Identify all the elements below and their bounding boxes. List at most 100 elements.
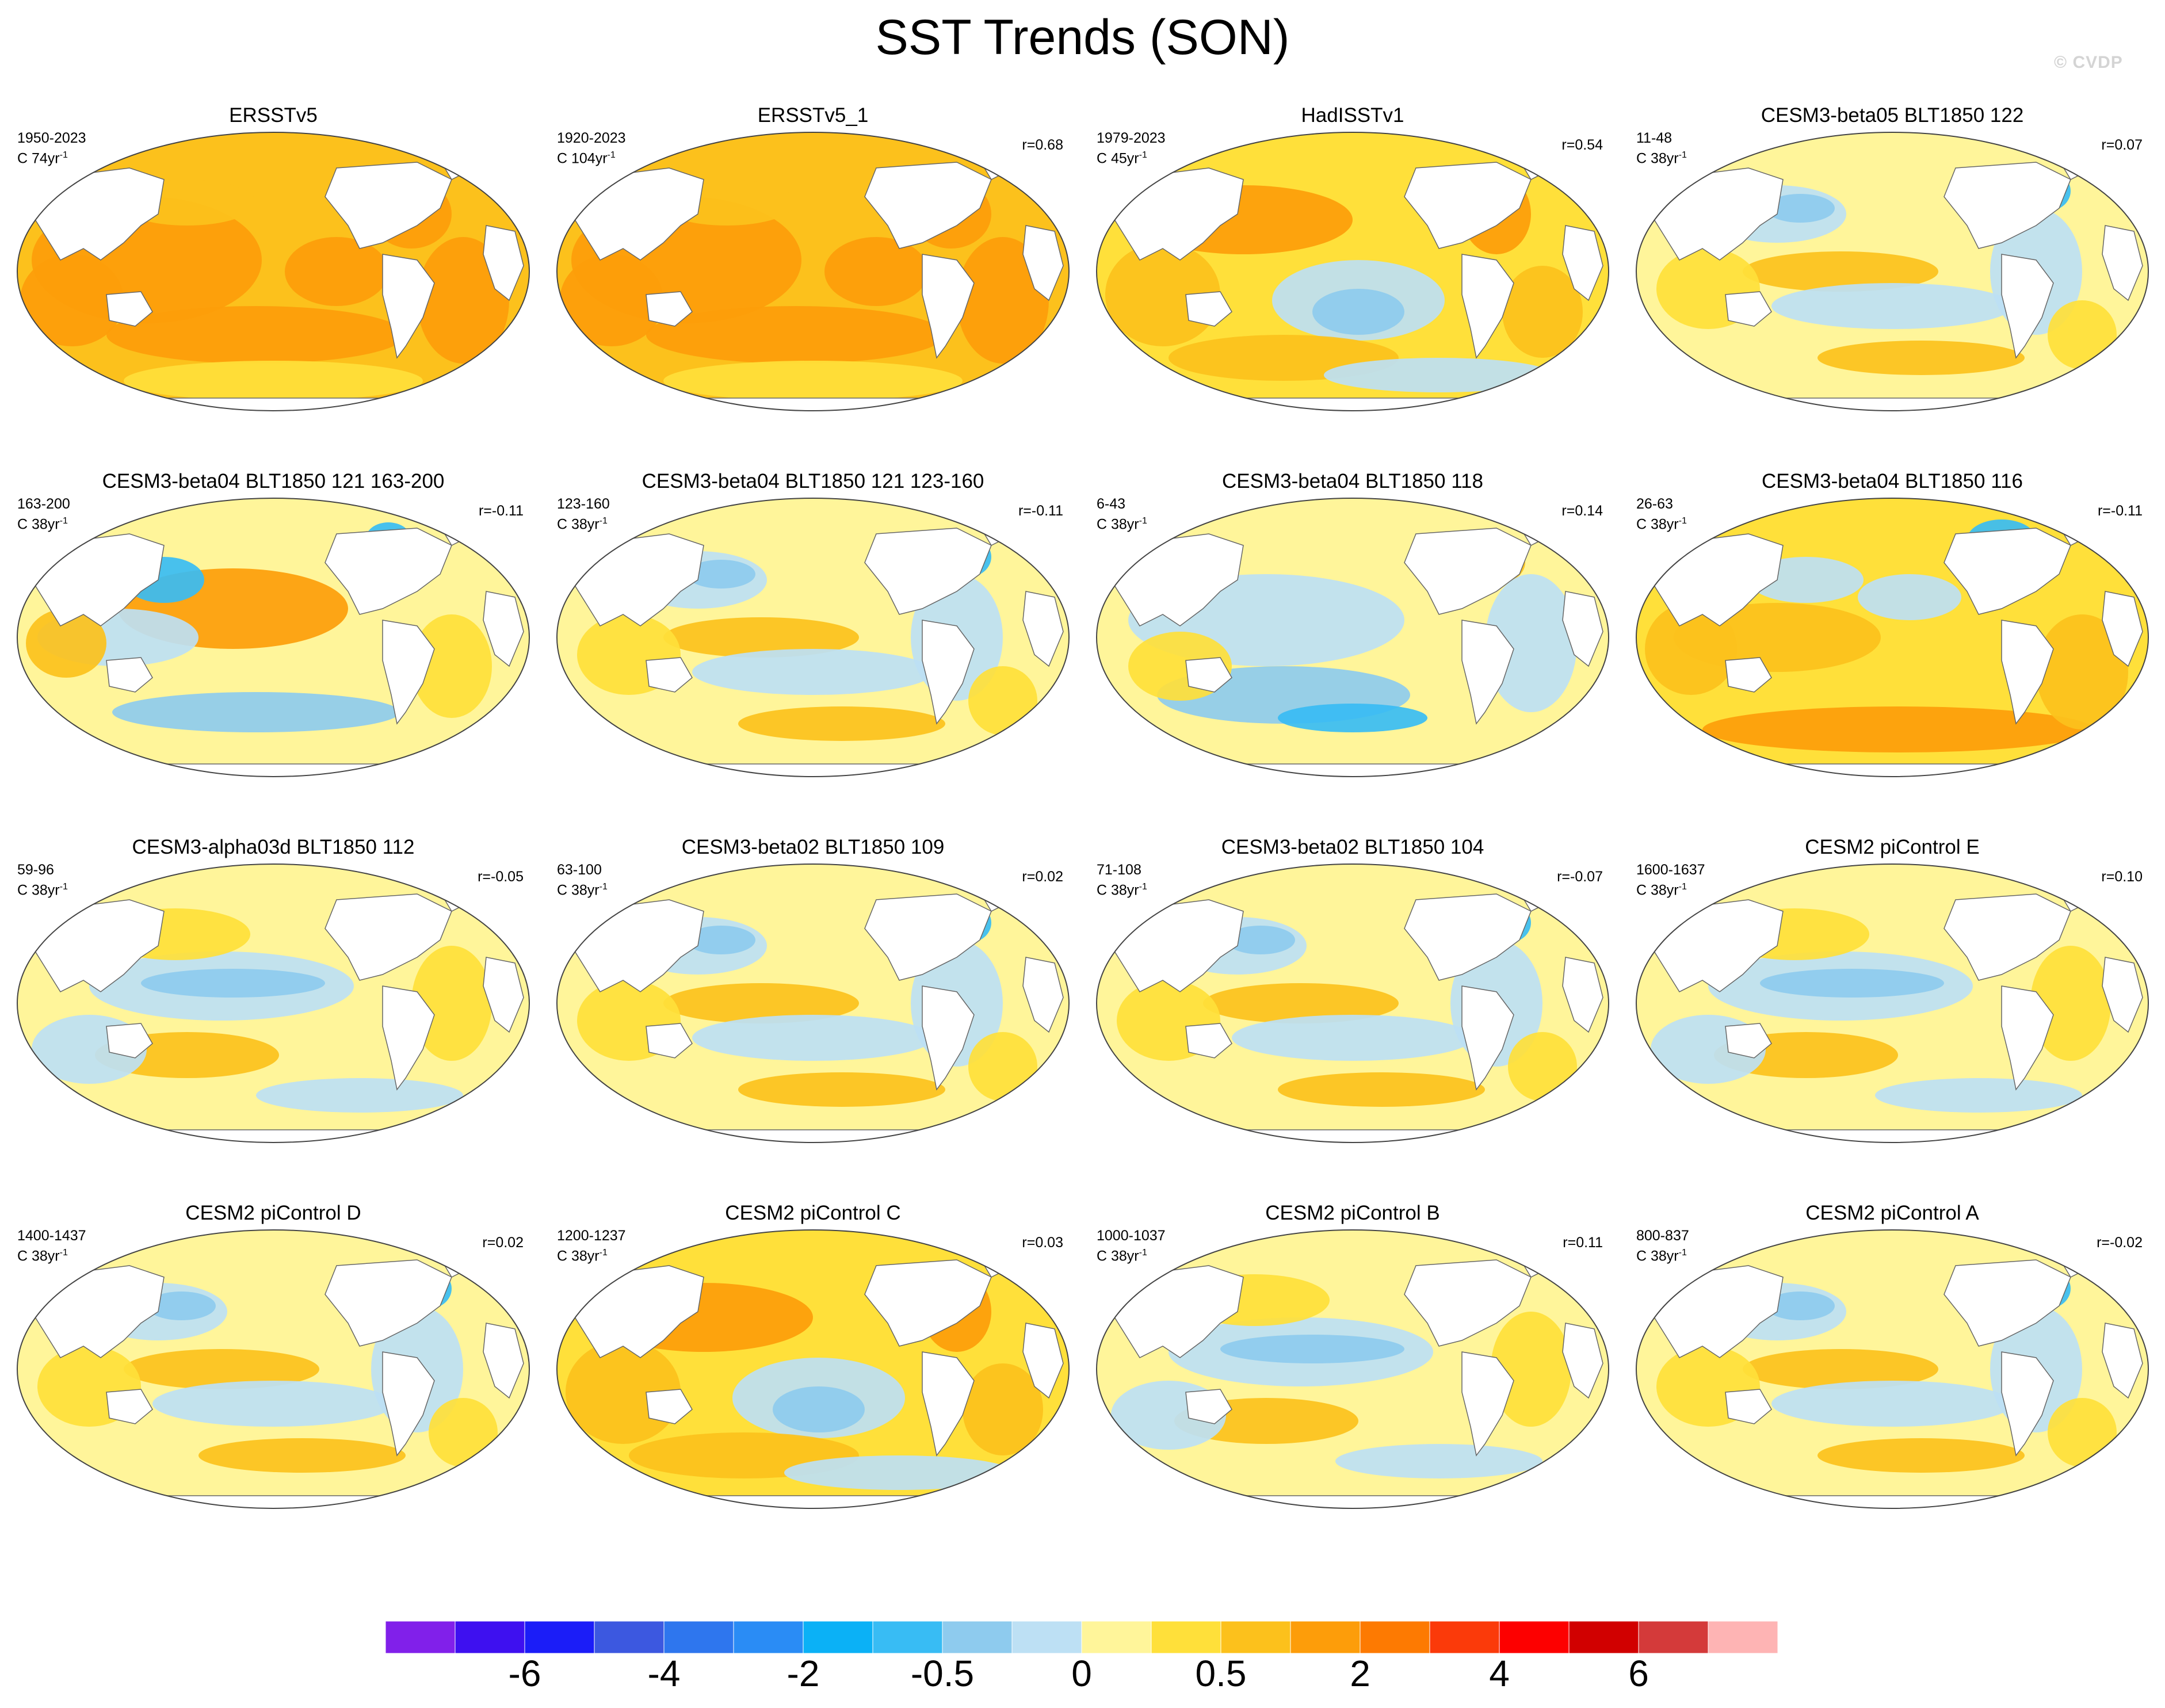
panel-year-range: 1400-1437 xyxy=(17,1228,86,1244)
trend-contour xyxy=(1743,251,1938,292)
south-america-landmass xyxy=(382,254,435,359)
panel-pattern-correlation: r=-0.11 xyxy=(478,503,524,519)
units-exponent: -1 xyxy=(599,882,608,892)
africa-landmass xyxy=(2102,957,2143,1033)
north-america-landmass xyxy=(864,893,992,981)
units-exponent: -1 xyxy=(59,882,68,892)
robinson-map xyxy=(556,863,1070,1143)
trend-contour xyxy=(2048,300,2117,369)
trend-contour xyxy=(124,1349,319,1389)
trend-contour xyxy=(1312,289,1404,335)
panel-title: CESM3-beta05 BLT1850 122 xyxy=(1761,104,2024,127)
trend-contour xyxy=(1645,603,1737,695)
africa-landmass xyxy=(2102,225,2143,301)
panel-year-range: 63-100 xyxy=(557,862,602,878)
panel-units: C 74yr-1 xyxy=(17,150,68,167)
trend-contour xyxy=(198,1438,406,1473)
units-exponent: -1 xyxy=(1139,882,1147,892)
australia-landmass xyxy=(1725,291,1772,327)
antarctica-landmass xyxy=(1097,1129,1609,1143)
trend-contour xyxy=(646,306,945,364)
africa-landmass xyxy=(1562,1323,1603,1399)
trend-contour xyxy=(968,666,1037,735)
north-america-landmass xyxy=(1404,893,1532,981)
map-panel: CESM3-beta04 BLT1850 118 6-43 C 38yr-1 r=0.… xyxy=(1085,469,1620,815)
north-america-landmass xyxy=(324,1259,452,1347)
units-exponent: -1 xyxy=(607,150,616,160)
trend-contour xyxy=(957,237,1049,364)
panel-units: C 38yr-1 xyxy=(1097,1248,1147,1264)
map-outline xyxy=(17,498,530,777)
panel-year-range: 123-160 xyxy=(557,496,610,512)
north-america-landmass xyxy=(1943,1259,2071,1347)
panel-units: C 38yr-1 xyxy=(1097,882,1147,899)
colorbar-swatch xyxy=(1151,1621,1221,1653)
panel-units: C 45yr-1 xyxy=(1097,150,1147,167)
colorbar-swatch xyxy=(1429,1621,1500,1653)
robinson-map xyxy=(17,132,530,411)
trend-contour xyxy=(1771,283,2013,329)
map-outline xyxy=(1096,863,1609,1143)
africa-landmass xyxy=(1562,225,1603,301)
australia-landmass xyxy=(646,291,693,327)
antarctica-landmass xyxy=(1636,763,2148,777)
panel-units: C 38yr-1 xyxy=(17,882,68,899)
colorbar-swatch xyxy=(733,1621,804,1653)
trend-contour xyxy=(963,1363,1043,1455)
map-outline xyxy=(17,1229,530,1509)
trend-contour xyxy=(1491,1312,1571,1427)
south-america-landmass xyxy=(1461,620,1514,725)
trend-contour xyxy=(784,1455,1014,1490)
panel-title: CESM3-beta04 BLT1850 118 xyxy=(1222,470,1483,492)
panel-units: C 38yr-1 xyxy=(1097,516,1147,533)
australia-landmass xyxy=(106,1389,153,1424)
map-outline xyxy=(1636,132,2149,411)
map-outline xyxy=(556,132,1070,411)
panel-title: CESM2 piControl C xyxy=(725,1202,901,1224)
antarctica-landmass xyxy=(17,1129,529,1143)
units-exponent: -1 xyxy=(1139,150,1147,160)
panel-units: C 38yr-1 xyxy=(557,516,608,533)
trend-contour xyxy=(1766,194,1835,223)
colorbar-tick-label: -0.5 xyxy=(910,1653,975,1694)
panel-units: C 38yr-1 xyxy=(557,882,608,899)
trend-contour xyxy=(1858,574,1961,620)
panel-title: CESM2 piControl E xyxy=(1805,836,1980,858)
panel-title: CESM3-beta04 BLT1850 116 xyxy=(1762,470,2023,492)
trend-contour xyxy=(417,237,509,364)
north-america-landmass xyxy=(1943,893,2071,981)
map-panel: CESM3-alpha03d BLT1850 112 59-96 C 38yr-1 r… xyxy=(6,835,541,1180)
africa-landmass xyxy=(1562,957,1603,1033)
map-panel: CESM2 piControl A 800-837 C 38yr-1 r=-0.02 xyxy=(1625,1201,2160,1546)
panel-title: HadISSTv1 xyxy=(1301,104,1404,127)
colorbar-tick-label: 6 xyxy=(1628,1653,1649,1694)
map-outline xyxy=(556,1229,1070,1509)
south-america-landmass xyxy=(2001,985,2054,1091)
panel-title: CESM3-alpha03d BLT1850 112 xyxy=(132,836,415,858)
map-panel: CESM2 piControl B 1000-1037 C 38yr-1 r=0.11 xyxy=(1085,1201,1620,1546)
trend-contour xyxy=(429,1398,498,1467)
panel-title: CESM3-beta02 BLT1850 109 xyxy=(681,836,945,858)
panel-year-range: 1950-2023 xyxy=(17,130,86,146)
panel-units: C 38yr-1 xyxy=(17,1248,68,1264)
australia-landmass xyxy=(646,1023,693,1059)
trend-contour xyxy=(2036,614,2128,729)
trend-contour xyxy=(256,1078,463,1113)
colorbar-swatch xyxy=(663,1621,734,1653)
trend-contour xyxy=(1232,1015,1473,1061)
trend-contour xyxy=(773,1386,865,1432)
panel-pattern-correlation: r=0.54 xyxy=(1561,137,1603,153)
cvdp-watermark: © CVDP xyxy=(2054,53,2123,72)
north-america-landmass xyxy=(324,528,452,615)
robinson-map xyxy=(1636,1229,2149,1509)
robinson-map xyxy=(1096,498,1609,777)
map-outline xyxy=(1096,1229,1609,1509)
panel-pattern-correlation: r=0.03 xyxy=(1022,1235,1063,1251)
colorbar-swatch xyxy=(1220,1621,1291,1653)
trend-contour xyxy=(411,614,492,718)
units-exponent: -1 xyxy=(59,516,68,526)
panel-pattern-correlation: r=-0.02 xyxy=(2097,1235,2143,1251)
trend-contour xyxy=(2030,946,2111,1061)
australia-landmass xyxy=(646,657,693,693)
map-panel: CESM2 piControl E 1600-1637 C 38yr-1 r=0.10 xyxy=(1625,835,2160,1180)
